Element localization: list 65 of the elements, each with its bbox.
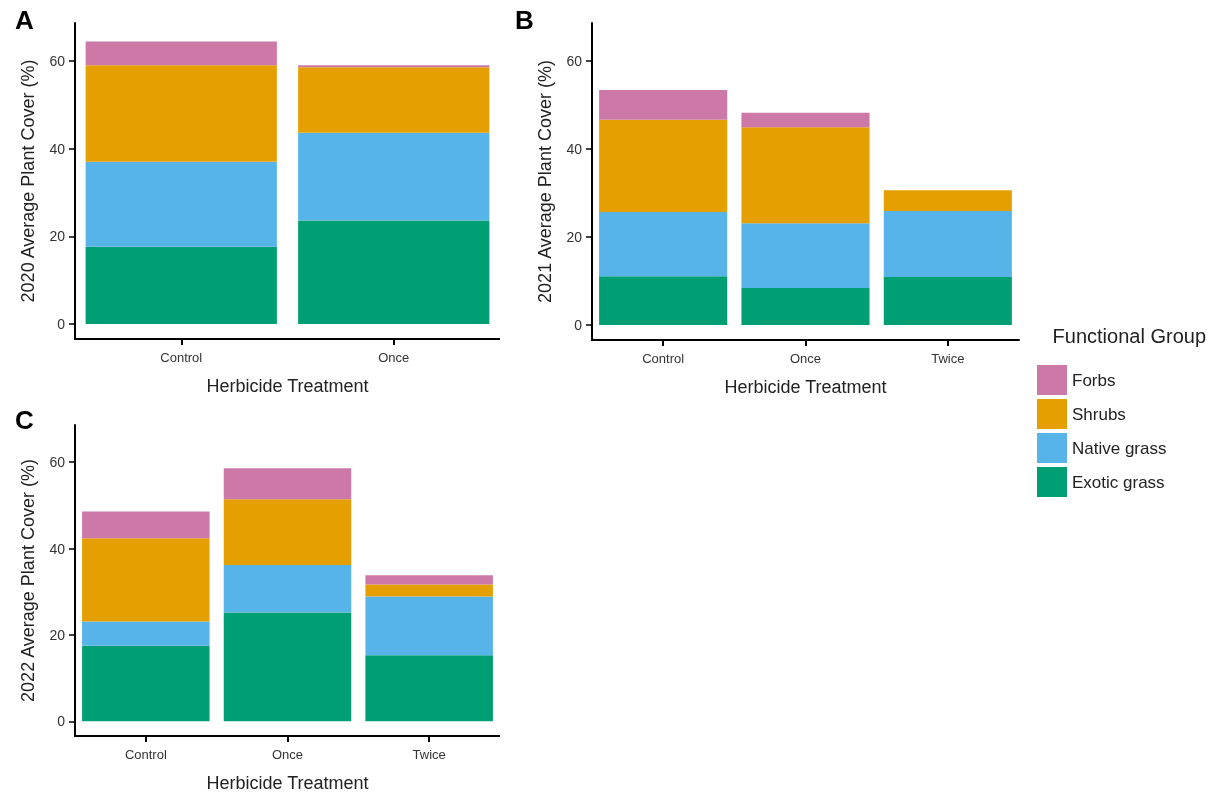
bar [599,89,728,120]
x-tick-label: Control [160,350,203,365]
bar [365,596,493,656]
chart-title: C [15,405,34,435]
bar [223,612,352,722]
y-tick-label: 0 [574,317,583,334]
legend-label: Exotic grass [1072,472,1165,492]
bar [741,112,870,128]
bar [365,584,493,597]
y-axis-title: 2020 Average Plant Cover (%) [18,59,38,303]
bar [365,575,493,585]
bar [298,67,490,133]
bar [741,288,870,326]
bar [298,132,490,221]
bar [741,127,870,224]
y-tick-label: 40 [49,540,66,557]
x-axis-title: Herbicide Treatment [206,376,369,396]
bar [883,277,1012,326]
bar [599,119,728,212]
y-axis-title: 2022 Average Plant Cover (%) [18,459,38,702]
bar [82,645,210,722]
bar [599,276,728,326]
y-tick-label: 60 [49,52,66,69]
legend-label: Forbs [1072,370,1116,390]
y-axis-title: 2021 Average Plant Cover (%) [535,60,555,303]
x-tick-label: Once [789,351,822,366]
x-tick-label: Once [271,747,304,762]
bar [298,65,490,68]
legend-label: Native grass [1072,438,1167,458]
y-tick-label: 20 [49,626,66,643]
x-tick-label: Twice [931,351,965,366]
bar [365,655,493,722]
bar [883,190,1012,211]
bar [223,564,352,613]
bar [883,211,1012,278]
x-tick-label: Twice [412,747,446,762]
legend-title: Functional Group [1052,325,1206,347]
y-tick-label: 20 [49,228,66,245]
x-tick-label: Control [642,351,685,366]
y-tick-label: 0 [57,316,66,333]
chart-title: B [515,5,534,35]
bar [223,468,352,500]
bar [599,211,728,277]
bar [85,41,277,66]
legend-label: Shrubs [1072,404,1126,424]
bar [298,220,490,325]
x-axis-title: Herbicide Treatment [206,773,369,793]
y-tick-label: 40 [566,140,583,157]
y-tick-label: 0 [57,713,66,730]
x-tick-label: Control [124,747,167,762]
x-tick-label: Once [378,350,410,365]
bar [85,161,277,247]
y-tick-label: 40 [49,140,66,157]
x-axis-title: Herbicide Treatment [724,377,887,397]
y-tick-label: 60 [566,52,583,69]
bar [82,538,210,622]
bar [82,621,210,646]
bar [82,511,210,539]
bar [85,65,277,162]
y-tick-label: 20 [566,228,583,245]
bar [223,499,352,565]
y-tick-label: 60 [49,454,66,471]
bar [85,246,277,325]
chart-title: A [15,5,34,35]
bar [741,223,870,289]
